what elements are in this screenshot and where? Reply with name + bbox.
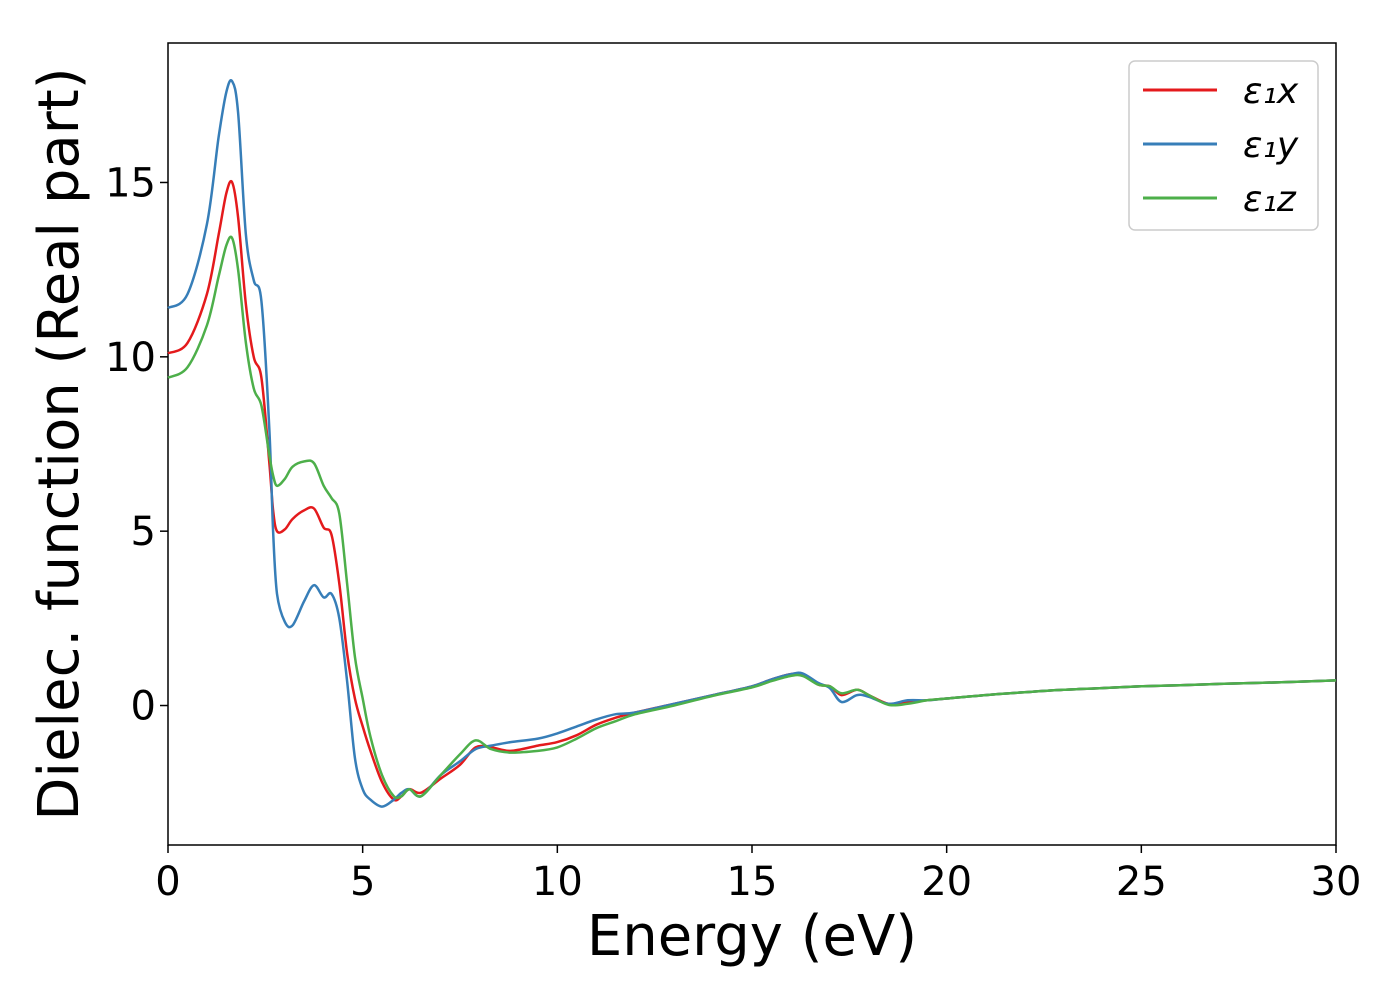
x-tick-label: 5 <box>350 859 375 905</box>
y-tick-label: 15 <box>105 160 156 206</box>
y-tick-label: 0 <box>131 684 156 730</box>
x-tick-label: 15 <box>727 859 778 905</box>
x-tick-label: 30 <box>1311 859 1362 905</box>
legend-label-z: ε₁z <box>1243 179 1297 220</box>
legend: ε₁x ε₁y ε₁z <box>1128 60 1319 231</box>
legend-label-x: ε₁x <box>1243 71 1299 112</box>
y-tick-label: 10 <box>105 335 156 381</box>
x-tick-label: 10 <box>532 859 583 905</box>
x-tick-label: 0 <box>155 859 180 905</box>
y-axis-ticks: 0 5 10 15 <box>105 160 168 730</box>
y-tick-label: 5 <box>131 509 156 555</box>
x-tick-label: 25 <box>1116 859 1167 905</box>
y-axis-label: Dielec. function (Real part) <box>27 67 92 820</box>
x-tick-label: 20 <box>921 859 972 905</box>
x-axis-label: Energy (eV) <box>587 904 917 969</box>
x-axis-ticks: 0 5 10 15 20 25 30 <box>155 845 1361 905</box>
legend-label-y: ε₁y <box>1243 125 1299 166</box>
legend-box <box>1128 60 1319 231</box>
series-layer <box>167 78 1337 808</box>
series-line-2 <box>167 235 1337 800</box>
